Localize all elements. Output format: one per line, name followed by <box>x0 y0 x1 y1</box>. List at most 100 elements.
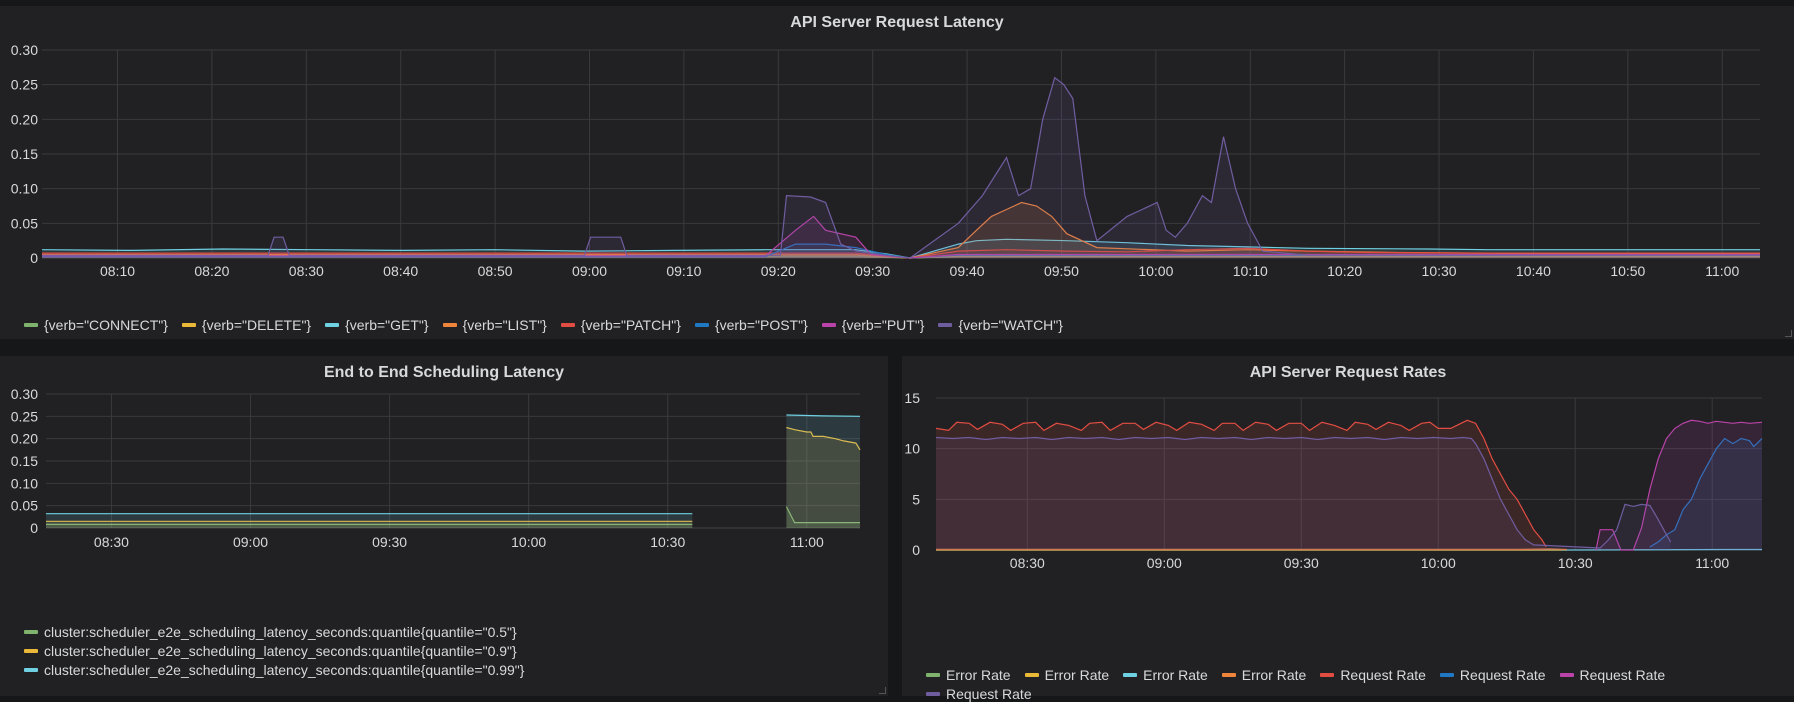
y-tick-label: 15 <box>904 390 920 406</box>
series-line <box>785 506 860 524</box>
x-tick-label: 08:50 <box>478 263 513 279</box>
legend-item[interactable]: {verb="CONNECT"} <box>24 317 168 333</box>
x-tick-label: 11:00 <box>1705 263 1739 279</box>
series-area <box>786 415 860 528</box>
legend-item[interactable]: Request Rate <box>926 686 1032 702</box>
x-tick-label: 10:30 <box>650 534 685 550</box>
panel-title[interactable]: API Server Request Rates <box>1249 364 1447 381</box>
series-area <box>1596 420 1762 550</box>
legend-item[interactable]: Request Rate <box>1559 667 1665 683</box>
legend-item[interactable]: Error Rate <box>1123 667 1208 683</box>
x-tick-label: 09:40 <box>950 263 985 279</box>
resize-handle[interactable] <box>879 687 886 694</box>
legend-swatch <box>442 323 457 327</box>
x-tick-label: 10:40 <box>1516 263 1551 279</box>
legend-item[interactable]: Request Rate <box>1320 667 1426 683</box>
x-tick-label: 10:30 <box>1422 263 1457 279</box>
legend-item[interactable]: {verb="DELETE"} <box>181 317 311 333</box>
series-line <box>1595 419 1763 551</box>
legend-label: cluster:scheduler_e2e_scheduling_latency… <box>44 662 525 678</box>
scheduling-panel: End to End Scheduling Latency 0 0.05 0.10 0… <box>0 356 888 696</box>
legend-label: {verb="LIST"} <box>462 317 547 333</box>
x-tick-label: 10:10 <box>1233 263 1268 279</box>
legend-item[interactable]: Error Rate <box>926 667 1011 683</box>
series-line <box>42 76 1760 259</box>
x-tick-label: 08:30 <box>1010 555 1045 571</box>
legend-label: {verb="CONNECT"} <box>44 317 168 333</box>
latency-legend: {verb="CONNECT"} {verb="DELETE"} {verb="GE… <box>24 314 1077 333</box>
x-tick-label: 09:00 <box>233 534 268 550</box>
legend-item[interactable]: cluster:scheduler_e2e_scheduling_latency… <box>24 624 524 640</box>
series-area <box>786 427 860 528</box>
series-line <box>42 215 1760 259</box>
x-tick-label: 09:30 <box>855 263 890 279</box>
scheduling-legend: cluster:scheduler_e2e_scheduling_latency… <box>24 624 538 681</box>
legend-swatch <box>24 630 38 634</box>
legend-item[interactable]: cluster:scheduler_e2e_scheduling_latency… <box>24 643 524 659</box>
legend-swatch <box>560 323 575 327</box>
legend-item[interactable]: {verb="POST"} <box>694 317 808 333</box>
legend-item[interactable]: {verb="LIST"} <box>442 317 547 333</box>
series-line <box>1649 437 1763 548</box>
legend-swatch <box>1320 673 1335 677</box>
panel-title[interactable]: End to End Scheduling Latency <box>323 364 564 381</box>
legend-label: Request Rate <box>1340 667 1426 683</box>
y-tick-label: 0.20 <box>11 111 38 127</box>
legend-item[interactable]: Error Rate <box>1024 667 1110 683</box>
legend-swatch <box>694 323 709 327</box>
legend-item[interactable]: Request Rate <box>1439 667 1546 683</box>
series-area <box>42 255 1760 258</box>
series-line <box>42 243 1760 259</box>
y-tick-label: 0.25 <box>11 77 38 93</box>
legend-label: Error Rate <box>946 667 1011 683</box>
series-area <box>936 420 1547 550</box>
legend-swatch <box>181 323 196 327</box>
legend-item[interactable]: cluster:scheduler_e2e_scheduling_latency… <box>24 662 524 678</box>
y-tick-label: 0.10 <box>11 475 38 491</box>
legend-label: {verb="GET"} <box>345 317 429 333</box>
legend-item[interactable]: {verb="GET"} <box>325 317 429 333</box>
x-tick-label: 09:30 <box>1284 555 1319 571</box>
legend-item[interactable]: {verb="PATCH"} <box>560 317 681 333</box>
legend-swatch <box>821 323 836 327</box>
legend-label: {verb="PUT"} <box>841 317 925 333</box>
series-line <box>42 247 1760 259</box>
y-tick-label: 0.25 <box>11 408 38 424</box>
legend-label: Error Rate <box>1241 667 1307 683</box>
series-line <box>936 548 1567 551</box>
x-tick-label: 09:20 <box>761 263 796 279</box>
legend-swatch <box>926 673 940 677</box>
latency-panel: API Server Request Latency 0 0.05 0.10 0.15… <box>0 6 1794 339</box>
resize-handle[interactable] <box>1785 330 1792 337</box>
legend-label: {verb="POST"} <box>714 317 808 333</box>
y-tick-label: 0.15 <box>11 453 38 469</box>
legend-item[interactable]: Error Rate <box>1221 667 1307 683</box>
legend-swatch <box>1123 673 1138 677</box>
x-tick-label: 09:30 <box>372 534 407 550</box>
y-tick-label: 0.10 <box>11 181 38 197</box>
legend-item[interactable]: {verb="PUT"} <box>821 317 925 333</box>
y-tick-label: 0.30 <box>11 386 38 402</box>
legend-swatch <box>1559 673 1574 677</box>
legend-item[interactable]: {verb="WATCH"} <box>938 317 1063 333</box>
rates-chart[interactable]: 0 5 10 15 08:30 09:00 09:30 10:00 10:30 11:00 <box>902 356 1794 696</box>
x-tick-label: 11:00 <box>790 534 824 550</box>
y-tick-label: 5 <box>912 491 920 507</box>
scheduling-chart[interactable]: 0 0.05 0.10 0.15 0.20 0.25 0.30 08:30 09:00 09:30… <box>0 356 888 696</box>
x-tick-label: 09:50 <box>1044 263 1079 279</box>
legend-swatch <box>325 323 340 327</box>
rates-legend: Error Rate Error Rate Error Rate Error Rate… <box>926 664 1794 702</box>
x-tick-label: 10:00 <box>1421 555 1456 571</box>
x-tick-label: 09:00 <box>572 263 607 279</box>
x-tick-label: 08:30 <box>94 534 129 550</box>
legend-label: cluster:scheduler_e2e_scheduling_latency… <box>44 624 517 640</box>
legend-label: Error Rate <box>1044 667 1110 683</box>
legend-swatch <box>24 668 38 672</box>
series-area <box>936 437 1671 550</box>
y-tick-label: 0 <box>30 250 38 266</box>
y-tick-label: 0.15 <box>11 146 38 162</box>
legend-label: {verb="WATCH"} <box>958 317 1063 333</box>
y-tick-label: 0.20 <box>11 431 38 447</box>
latency-chart[interactable]: 0 0.05 0.10 0.15 0.20 0.25 0.30 08:10 08:20 08:30… <box>0 6 1794 339</box>
panel-title[interactable]: API Server Request Latency <box>790 14 1004 31</box>
